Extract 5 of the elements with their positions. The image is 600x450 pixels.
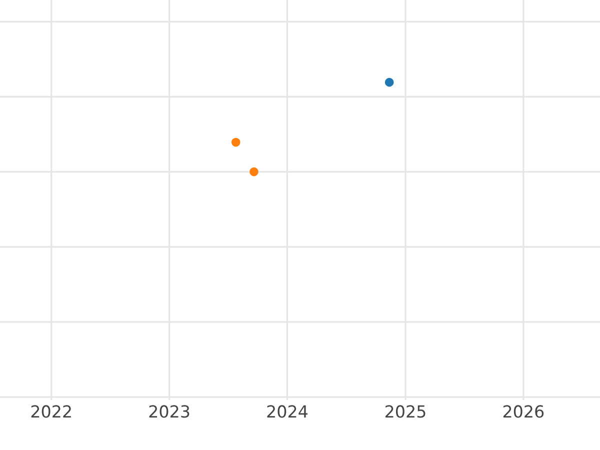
x-tick-label: 2023 [149,405,190,418]
x-tick-label: 2025 [386,405,426,418]
x-tick-label: 2026 [503,405,544,418]
x-tick-label: 2024 [267,405,308,418]
x-tick-label: 2022 [31,405,71,418]
